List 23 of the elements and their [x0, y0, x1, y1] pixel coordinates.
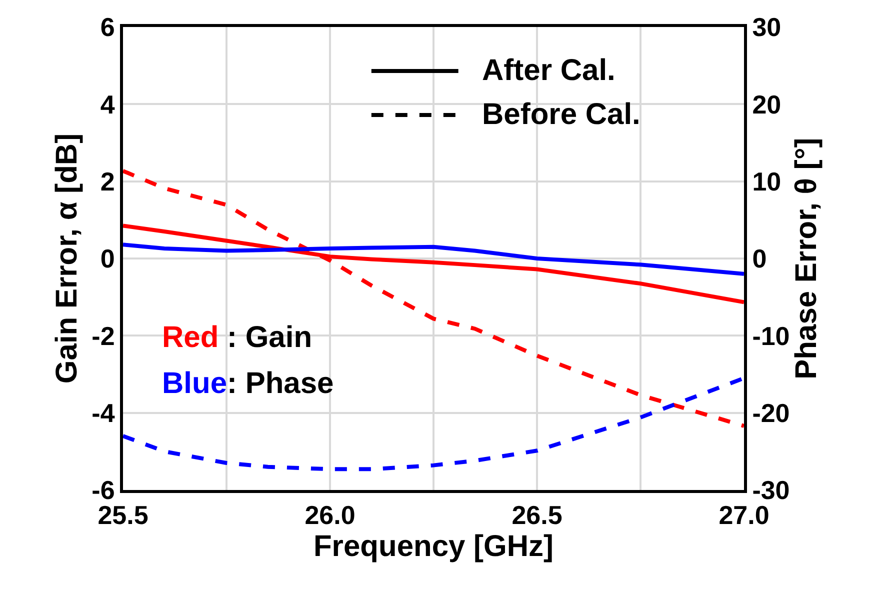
y2-tick-label: -10 [752, 320, 790, 351]
annotation: Red : Gain [162, 321, 312, 354]
y-tick-label: 2 [100, 166, 115, 196]
annotation: After Cal. [482, 54, 616, 87]
y2-tick-label: 10 [752, 166, 782, 196]
y2-tick-label: 0 [752, 244, 767, 274]
y2-axis-title: Phase Error, θ [°] [790, 138, 823, 380]
y-tick-label: 0 [100, 244, 115, 274]
y-tick-label: 4 [100, 89, 116, 120]
y-tick-label: -4 [92, 398, 116, 428]
x-axis-title: Frequency [GHz] [313, 530, 554, 564]
x-tick-label: 26.0 [304, 500, 356, 530]
y-tick-label: 6 [100, 12, 115, 42]
y-axis-title: Gain Error, α [dB] [50, 133, 84, 384]
y2-tick-label: 30 [752, 12, 782, 42]
y2-tick-label: -20 [752, 398, 790, 428]
line-series [123, 168, 744, 428]
line-series [123, 242, 744, 276]
y-tick-label: -2 [92, 320, 115, 351]
y2-tick-label: 20 [752, 89, 782, 120]
x-tick-label: 26.5 [512, 500, 562, 530]
annotation: Blue: Phase [162, 367, 334, 400]
annotation: Before Cal. [482, 98, 640, 131]
